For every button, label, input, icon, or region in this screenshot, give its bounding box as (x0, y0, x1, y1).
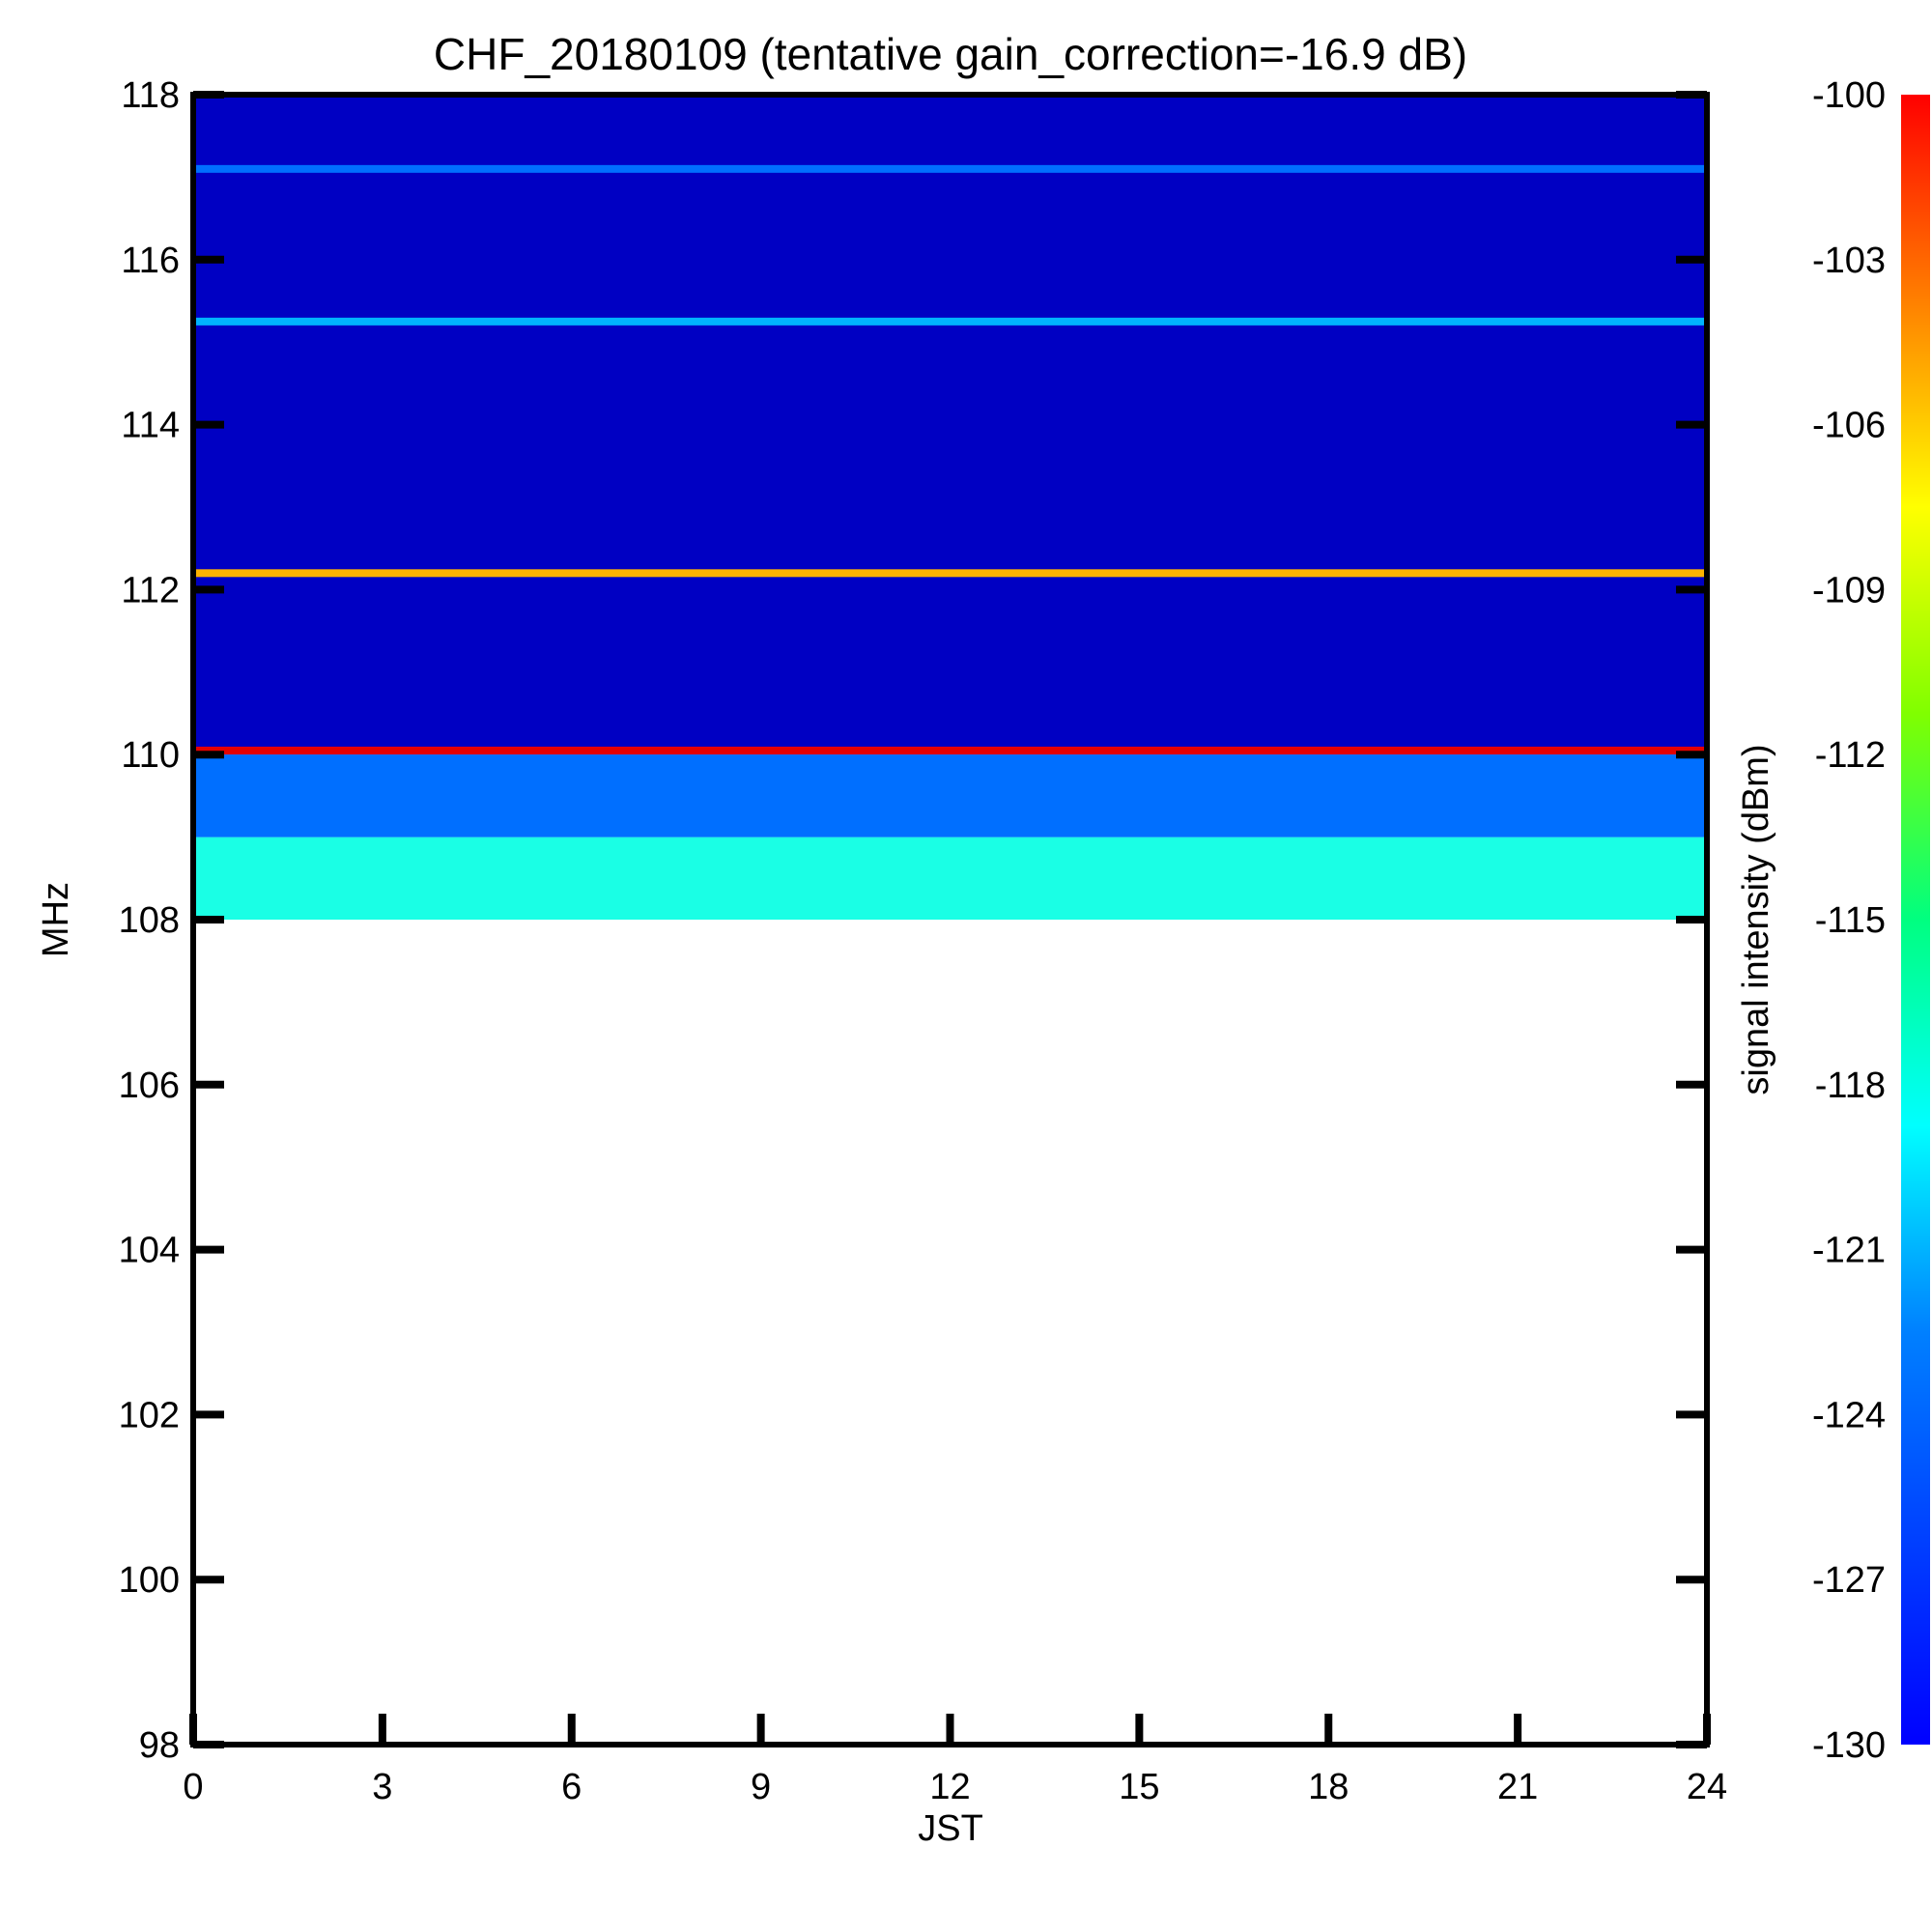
colorbar-tick-label: -106 (1812, 406, 1886, 446)
colorbar-ticks: -100 -103 -106 -109 -112 -115 -118 -121 -124 -127… (1812, 75, 1886, 1766)
y-tick-label: 102 (119, 1395, 180, 1435)
x-tick-label: 15 (1119, 1767, 1159, 1807)
x-tick-label: 9 (751, 1767, 771, 1807)
y-tick-label: 100 (119, 1560, 180, 1601)
x-axis-ticks: 0 3 6 9 12 15 18 21 24 (183, 1714, 1727, 1807)
x-tick-label: 3 (372, 1767, 392, 1807)
x-tick-label: 6 (561, 1767, 582, 1807)
chart-title: CHF_20180109 (tentative gain_correction=… (434, 29, 1467, 79)
colorbar-tick-label: -124 (1812, 1395, 1886, 1435)
y-axis-label: MHz (36, 882, 76, 957)
x-axis-label: JST (918, 1808, 983, 1849)
heatmap-band-0 (193, 837, 1707, 920)
x-tick-label: 21 (1497, 1767, 1538, 1807)
colorbar-tick-label: -127 (1812, 1560, 1886, 1601)
heatmap-band-2 (193, 95, 1707, 755)
signal-line-1 (193, 569, 1707, 578)
signal-line-3 (193, 164, 1707, 173)
colorbar-tick-label: -121 (1812, 1231, 1886, 1271)
y-tick-label: 118 (121, 75, 180, 116)
signal-line-0 (193, 746, 1707, 754)
y-tick-label: 110 (121, 735, 180, 776)
colorbar-tick-label: -109 (1812, 570, 1886, 611)
x-tick-label: 24 (1687, 1767, 1727, 1807)
y-tick-label: 106 (119, 1065, 180, 1106)
colorbar-label: signal intensity (dBm) (1736, 744, 1776, 1094)
colorbar-tick-label: -130 (1812, 1725, 1886, 1766)
x-tick-label: 0 (183, 1767, 203, 1807)
colorbar-tick-label: -118 (1815, 1065, 1886, 1106)
y-tick-label: 104 (119, 1231, 180, 1271)
x-tick-label: 18 (1308, 1767, 1349, 1807)
y-tick-label: 112 (121, 570, 180, 611)
y-tick-label: 114 (121, 406, 180, 446)
colorbar-tick-label: -100 (1812, 75, 1886, 116)
colorbar-tick-label: -103 (1812, 241, 1886, 281)
y-tick-label: 116 (121, 241, 180, 281)
colorbar (1901, 95, 1930, 1745)
heatmap-band-1 (193, 754, 1707, 838)
y-axis-ticks: 98 100 102 104 106 108 110 112 114 116 118 (119, 75, 1707, 1766)
colorbar-tick-label: -112 (1815, 735, 1886, 776)
colorbar-tick-label: -115 (1815, 900, 1886, 941)
spectrogram-heatmap (193, 95, 1707, 920)
signal-line-2 (193, 317, 1707, 326)
y-tick-label: 98 (139, 1725, 180, 1766)
x-tick-label: 12 (929, 1767, 970, 1807)
y-tick-label: 108 (119, 900, 180, 941)
